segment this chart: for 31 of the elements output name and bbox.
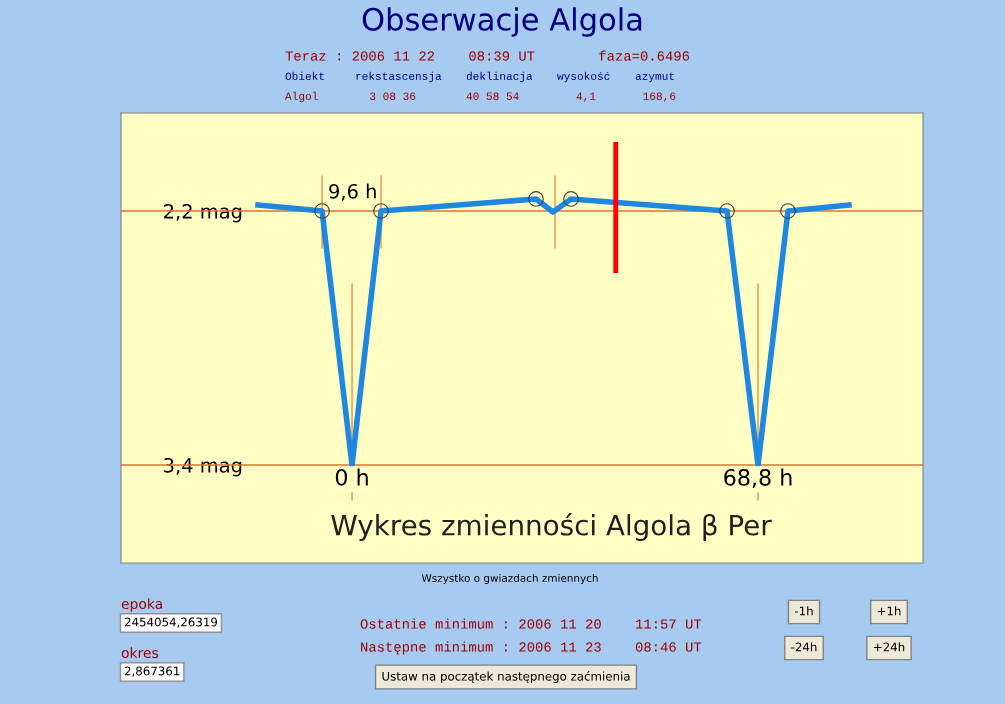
- text: deklinacja: [466, 71, 533, 83]
- text: Ostatnie minimum : 2006 11 20 11:57 UT: [360, 618, 702, 629]
- text: Następne minimum : 2006 11 23 08:46 UT: [361, 641, 702, 655]
- x-tick-label: 68,8 h: [724, 468, 792, 489]
- annotation: Wykres zmienności Algola β Per: [331, 513, 772, 541]
- text: Teraz : 2006 11 22 08:39 UT: [285, 51, 535, 61]
- text: -24h: [791, 642, 817, 652]
- text: +24h: [874, 642, 905, 652]
- text: okres: [121, 647, 159, 659]
- text: Algol: [285, 91, 318, 103]
- text: Ustaw na początek następnego zaćmienia: [382, 671, 630, 683]
- y-tick-label: 3,4 mag: [164, 457, 242, 477]
- text: wysokość: [557, 71, 610, 83]
- text: 2,867361: [124, 666, 180, 677]
- text: 2454054,26319: [124, 617, 218, 628]
- y-tick-label: 2,2 mag: [164, 203, 242, 223]
- text: 3 08 36: [370, 92, 416, 100]
- text: epoka: [121, 598, 162, 612]
- text: -1h: [794, 606, 813, 616]
- x-tick-label: 0 h: [335, 468, 368, 486]
- text: faza=0.6496: [599, 50, 690, 61]
- text: 168,6: [643, 92, 676, 102]
- text: rekstascensja: [356, 71, 442, 83]
- text: azymut: [635, 72, 674, 83]
- text: 40 58 54: [466, 92, 519, 100]
- text: Obiekt: [285, 71, 324, 80]
- text: 4,1: [576, 92, 596, 102]
- chart-title: Obserwacje Algola: [362, 7, 642, 37]
- text: +1h: [877, 606, 901, 616]
- annotation: 9,6 h: [329, 183, 376, 201]
- text: Wszystko o gwiazdach zmiennych: [421, 573, 598, 585]
